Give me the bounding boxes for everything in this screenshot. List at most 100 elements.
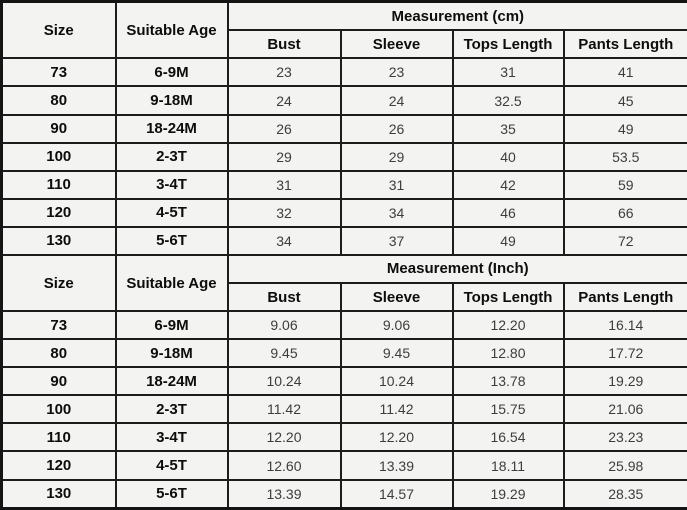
age-cell: 3-4T <box>114 422 229 453</box>
table-row: 90 18-24M 26 26 35 49 <box>0 113 687 144</box>
size-cell: 90 <box>0 366 117 397</box>
tops-length-cell: 16.54 <box>451 422 565 453</box>
size-cell: 110 <box>0 422 117 453</box>
sleeve-cell: 12.20 <box>339 422 454 453</box>
measurement-inch-title: Measurement (Inch) <box>226 253 687 285</box>
bust-cell: 11.42 <box>226 394 342 425</box>
pants-length-cell: 41 <box>562 57 687 88</box>
size-cell: 73 <box>0 310 117 341</box>
table-row: 110 3-4T 12.20 12.20 16.54 23.23 <box>0 422 687 453</box>
size-cell: 100 <box>0 394 117 425</box>
sleeve-cell: 23 <box>339 57 454 88</box>
age-cell: 2-3T <box>114 394 229 425</box>
header-row-inch: Size Suitable Age Measurement (Inch) <box>0 253 687 313</box>
table-row: 100 2-3T 11.42 11.42 15.75 21.06 <box>0 394 687 425</box>
age-cell: 18-24M <box>114 113 229 144</box>
tops-length-cell: 19.29 <box>451 478 565 510</box>
table-row: 120 4-5T 32 34 46 66 <box>0 197 687 228</box>
tops-length-cell: 46 <box>451 197 565 228</box>
age-cell: 6-9M <box>114 310 229 341</box>
tops-length-column-header: Tops Length <box>451 282 565 313</box>
pants-length-column-header: Pants Length <box>562 29 687 60</box>
table-row: 110 3-4T 31 31 42 59 <box>0 169 687 200</box>
sleeve-cell: 9.06 <box>339 310 454 341</box>
pants-length-cell: 53.5 <box>562 141 687 172</box>
table-row: 130 5-6T 34 37 49 72 <box>0 225 687 256</box>
size-column-header: Size <box>0 0 117 60</box>
sleeve-cell: 14.57 <box>339 478 454 510</box>
bust-cell: 29 <box>226 141 342 172</box>
bust-cell: 23 <box>226 57 342 88</box>
size-cell: 73 <box>0 57 117 88</box>
sleeve-column-header: Sleeve <box>339 282 454 313</box>
tops-length-column-header: Tops Length <box>451 29 565 60</box>
bust-cell: 32 <box>226 197 342 228</box>
sleeve-cell: 31 <box>339 169 454 200</box>
size-cell: 110 <box>0 169 117 200</box>
sleeve-cell: 26 <box>339 113 454 144</box>
pants-length-cell: 66 <box>562 197 687 228</box>
size-cell: 130 <box>0 478 117 510</box>
pants-length-cell: 19.29 <box>562 366 687 397</box>
tops-length-cell: 15.75 <box>451 394 565 425</box>
sleeve-cell: 37 <box>339 225 454 256</box>
pants-length-cell: 28.35 <box>562 478 687 510</box>
pants-length-cell: 25.98 <box>562 450 687 481</box>
table-row: 80 9-18M 9.45 9.45 12.80 17.72 <box>0 338 687 369</box>
sleeve-cell: 24 <box>339 85 454 116</box>
suitable-age-column-header: Suitable Age <box>114 0 229 60</box>
table-row: 90 18-24M 10.24 10.24 13.78 19.29 <box>0 366 687 397</box>
pants-length-cell: 17.72 <box>562 338 687 369</box>
pants-length-cell: 16.14 <box>562 310 687 341</box>
age-cell: 18-24M <box>114 366 229 397</box>
bust-cell: 13.39 <box>226 478 342 510</box>
pants-length-cell: 72 <box>562 225 687 256</box>
table-row: 80 9-18M 24 24 32.5 45 <box>0 85 687 116</box>
bust-cell: 12.60 <box>226 450 342 481</box>
subheader-row-cm: Bust Sleeve Tops Length Pants Length <box>2 29 687 60</box>
age-cell: 2-3T <box>114 141 229 172</box>
table-row: 73 6-9M 9.06 9.06 12.20 16.14 <box>0 310 687 341</box>
pants-length-cell: 45 <box>562 85 687 116</box>
bust-cell: 34 <box>226 225 342 256</box>
sleeve-cell: 29 <box>339 141 454 172</box>
pants-length-cell: 21.06 <box>562 394 687 425</box>
table-row: 100 2-3T 29 29 40 53.5 <box>0 141 687 172</box>
sleeve-column-header: Sleeve <box>339 29 454 60</box>
age-cell: 5-6T <box>114 225 229 256</box>
age-cell: 6-9M <box>114 57 229 88</box>
size-cell: 120 <box>0 450 117 481</box>
tops-length-cell: 42 <box>451 169 565 200</box>
subheader-row-inch: Bust Sleeve Tops Length Pants Length <box>2 282 687 313</box>
tops-length-cell: 32.5 <box>451 85 565 116</box>
pants-length-cell: 49 <box>562 113 687 144</box>
age-cell: 4-5T <box>114 197 229 228</box>
tops-length-cell: 35 <box>451 113 565 144</box>
age-cell: 3-4T <box>114 169 229 200</box>
tops-length-cell: 18.11 <box>451 450 565 481</box>
size-cell: 130 <box>0 225 117 256</box>
pants-length-column-header: Pants Length <box>562 282 687 313</box>
sleeve-cell: 13.39 <box>339 450 454 481</box>
size-cell: 120 <box>0 197 117 228</box>
tops-length-cell: 13.78 <box>451 366 565 397</box>
table-row: 130 5-6T 13.39 14.57 19.29 28.35 <box>0 478 687 510</box>
bust-cell: 9.06 <box>226 310 342 341</box>
sleeve-cell: 34 <box>339 197 454 228</box>
tops-length-cell: 12.80 <box>451 338 565 369</box>
measurement-cm-title: Measurement (cm) <box>226 0 687 32</box>
bust-column-header: Bust <box>226 282 342 313</box>
size-cell: 90 <box>0 113 117 144</box>
tops-length-cell: 40 <box>451 141 565 172</box>
sleeve-cell: 10.24 <box>339 366 454 397</box>
size-column-header: Size <box>0 253 117 313</box>
bust-cell: 9.45 <box>226 338 342 369</box>
tops-length-cell: 12.20 <box>451 310 565 341</box>
sleeve-cell: 11.42 <box>339 394 454 425</box>
bust-cell: 10.24 <box>226 366 342 397</box>
age-cell: 9-18M <box>114 85 229 116</box>
tops-length-cell: 31 <box>451 57 565 88</box>
bust-cell: 31 <box>226 169 342 200</box>
